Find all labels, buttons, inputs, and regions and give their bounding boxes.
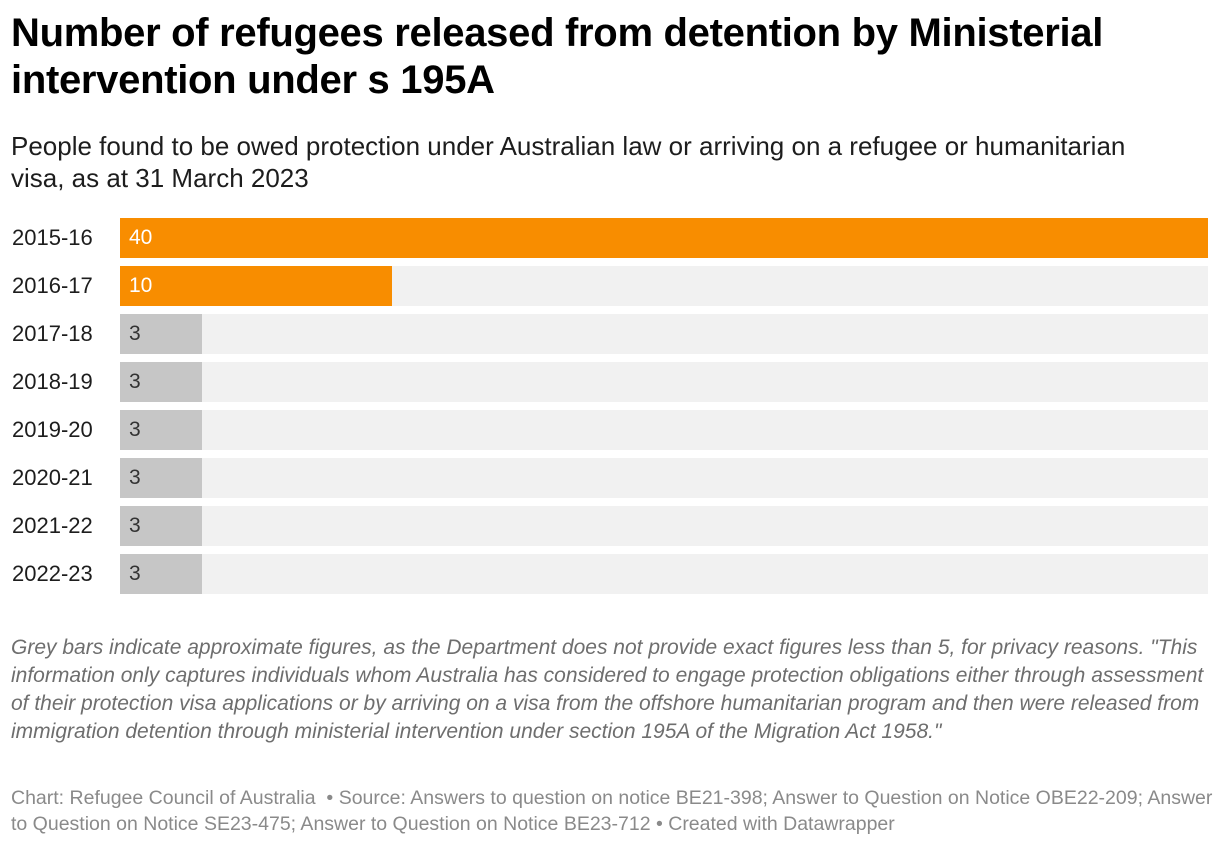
bar-exact xyxy=(120,218,1208,258)
bar-approximate xyxy=(120,554,202,594)
bar-row: 2019-20 3 xyxy=(0,410,1220,450)
bar-value-label: 40 xyxy=(129,226,153,249)
category-label: 2018-19 xyxy=(12,369,93,394)
bar-value-label: 10 xyxy=(129,274,153,297)
bar-value-label: 3 xyxy=(129,514,141,537)
footer-separator: • xyxy=(655,813,669,835)
bar-row: 2016-17 10 xyxy=(0,266,1220,306)
bar-row: 2017-18 3 xyxy=(0,314,1220,354)
footer-created: Created with Datawrapper xyxy=(668,813,895,835)
chart-title: Number of refugees released from detenti… xyxy=(11,11,1104,102)
bar-exact xyxy=(120,266,392,306)
chart-notes: Grey bars indicate approximate figures, … xyxy=(11,636,1204,743)
bar-approximate xyxy=(120,410,202,450)
category-label: 2021-22 xyxy=(12,513,93,538)
bar-track xyxy=(120,314,1208,354)
bar-approximate xyxy=(120,458,202,498)
category-label: 2022-23 xyxy=(12,561,93,586)
footer-credit: Chart: Refugee Council of Australia xyxy=(11,787,316,809)
bar-track xyxy=(120,458,1208,498)
category-label: 2016-17 xyxy=(12,273,93,298)
category-label: 2019-20 xyxy=(12,417,93,442)
footer-separator: • xyxy=(321,787,339,809)
bar-value-label: 3 xyxy=(129,370,141,393)
bar-row: 2022-23 3 xyxy=(0,554,1220,594)
footer-source: Source: Answers to question on notice BE… xyxy=(11,787,1213,835)
bar-track xyxy=(120,506,1208,546)
bar-value-label: 3 xyxy=(129,322,141,345)
bar-row: 2018-19 3 xyxy=(0,362,1220,402)
category-label: 2017-18 xyxy=(12,321,93,346)
chart-subtitle: People found to be owed protection under… xyxy=(11,131,1126,193)
bar-row: 2021-22 3 xyxy=(0,506,1220,546)
bar-chart: 2015-16 40 2016-17 10 2017-18 3 2018-19 3 2019-2… xyxy=(0,218,1220,598)
bar-approximate xyxy=(120,314,202,354)
bar-approximate xyxy=(120,362,202,402)
bar-value-label: 3 xyxy=(129,418,141,441)
category-label: 2015-16 xyxy=(12,225,93,250)
bar-track xyxy=(120,362,1208,402)
chart-footer: Chart: Refugee Council of Australia • So… xyxy=(11,785,1216,837)
bar-value-label: 3 xyxy=(129,466,141,489)
bar-value-label: 3 xyxy=(129,562,141,585)
bar-track xyxy=(120,554,1208,594)
bar-row: 2020-21 3 xyxy=(0,458,1220,498)
bar-row: 2015-16 40 xyxy=(0,218,1220,258)
category-label: 2020-21 xyxy=(12,465,93,490)
bar-track xyxy=(120,410,1208,450)
bar-approximate xyxy=(120,506,202,546)
